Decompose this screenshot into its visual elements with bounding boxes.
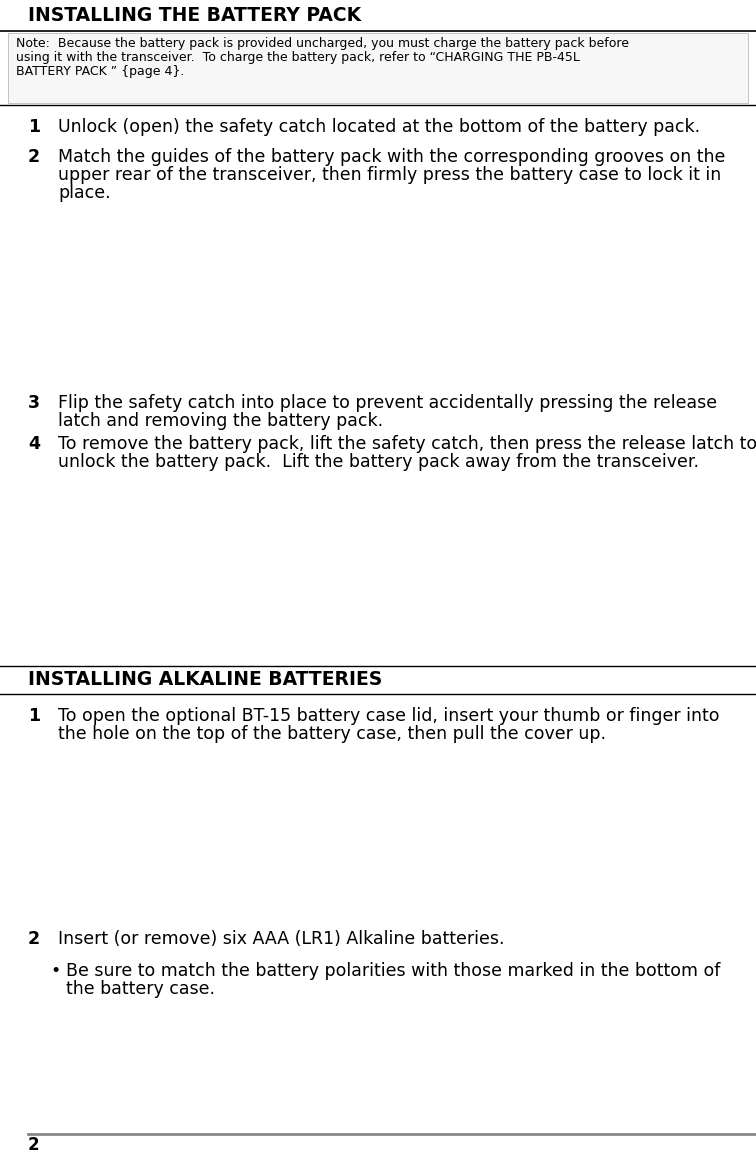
Text: place.: place.	[58, 183, 110, 202]
Text: unlock the battery pack.  Lift the battery pack away from the transceiver.: unlock the battery pack. Lift the batter…	[58, 454, 699, 471]
Bar	[0, 469, 756, 665]
Text: 2: 2	[28, 930, 40, 947]
Text: Note:  Because the battery pack is provided uncharged, you must charge the batte: Note: Because the battery pack is provid…	[16, 37, 629, 50]
Text: 4: 4	[28, 435, 40, 454]
Text: •: •	[50, 962, 60, 980]
Text: Unlock (open) the safety catch located at the bottom of the battery pack.: Unlock (open) the safety catch located a…	[58, 118, 700, 136]
Text: Match the guides of the battery pack with the corresponding grooves on the: Match the guides of the battery pack wit…	[58, 148, 725, 166]
Text: To open the optional BT-15 battery case lid, insert your thumb or finger into: To open the optional BT-15 battery case …	[58, 707, 720, 725]
Text: 2: 2	[28, 148, 40, 166]
Bar	[8, 33, 748, 103]
Text: latch and removing the battery pack.: latch and removing the battery pack.	[58, 412, 383, 430]
Text: 3: 3	[28, 394, 40, 412]
Text: 1: 1	[28, 118, 40, 136]
Text: To remove the battery pack, lift the safety catch, then press the release latch : To remove the battery pack, lift the saf…	[58, 435, 756, 454]
Text: INSTALLING ALKALINE BATTERIES: INSTALLING ALKALINE BATTERIES	[28, 670, 383, 689]
Bar	[0, 748, 756, 926]
Text: BATTERY PACK ” {page 4}.: BATTERY PACK ” {page 4}.	[16, 65, 184, 78]
Text: 2: 2	[28, 1136, 39, 1154]
Text: the battery case.: the battery case.	[66, 980, 215, 998]
Text: using it with the transceiver.  To charge the battery pack, refer to “CHARGING T: using it with the transceiver. To charge…	[16, 51, 580, 63]
Text: the hole on the top of the battery case, then pull the cover up.: the hole on the top of the battery case,…	[58, 725, 606, 743]
Text: Be sure to match the battery polarities with those marked in the bottom of: Be sure to match the battery polarities …	[66, 962, 720, 980]
Text: Insert (or remove) six AAA (LR1) Alkaline batteries.: Insert (or remove) six AAA (LR1) Alkalin…	[58, 930, 504, 947]
Text: INSTALLING THE BATTERY PACK: INSTALLING THE BATTERY PACK	[28, 6, 361, 25]
Text: upper rear of the transceiver, then firmly press the battery case to lock it in: upper rear of the transceiver, then firm…	[58, 166, 721, 183]
Bar	[0, 198, 756, 390]
Text: 1: 1	[28, 707, 40, 725]
Text: Flip the safety catch into place to prevent accidentally pressing the release: Flip the safety catch into place to prev…	[58, 394, 717, 412]
